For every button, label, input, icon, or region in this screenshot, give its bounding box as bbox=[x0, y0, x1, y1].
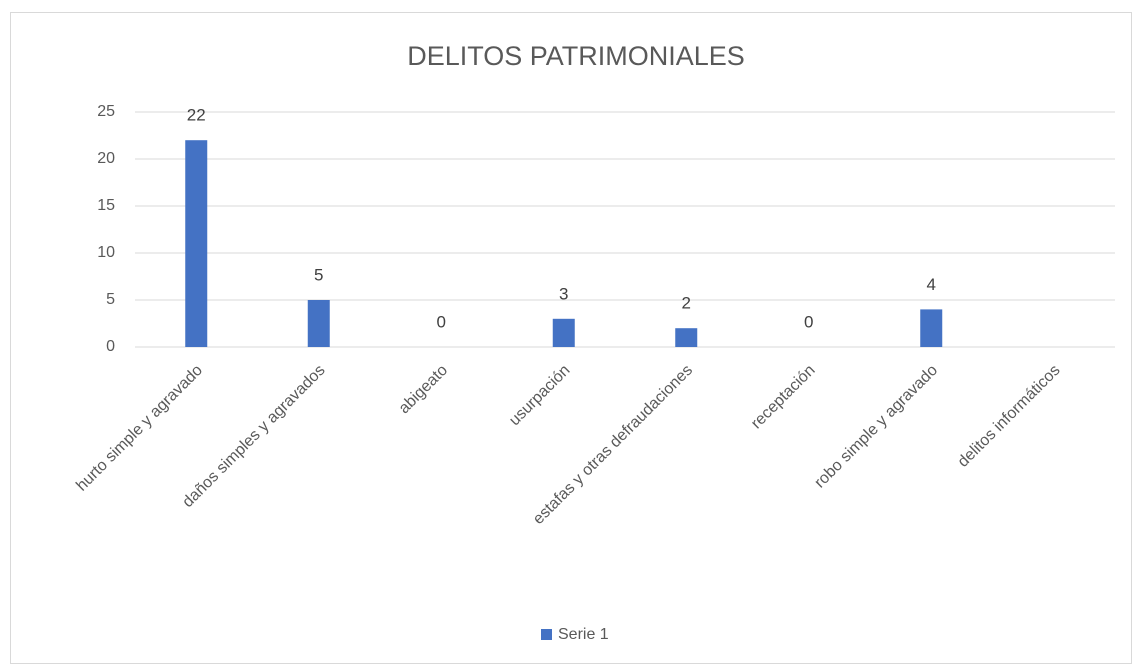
bar bbox=[552, 318, 575, 347]
data-label: 5 bbox=[314, 265, 323, 284]
data-label: 0 bbox=[437, 312, 446, 331]
y-tick-label: 5 bbox=[106, 291, 115, 308]
y-tick-label: 25 bbox=[97, 103, 115, 120]
legend-swatch bbox=[541, 629, 552, 640]
data-label: 22 bbox=[187, 106, 206, 125]
data-label: 4 bbox=[927, 275, 936, 294]
legend-label: Serie 1 bbox=[558, 626, 609, 643]
bar bbox=[675, 328, 698, 347]
bar bbox=[185, 140, 208, 347]
data-label: 2 bbox=[682, 294, 691, 313]
bar bbox=[920, 309, 943, 347]
y-tick-label: 20 bbox=[97, 150, 115, 167]
bar bbox=[307, 300, 330, 347]
y-tick-label: 15 bbox=[97, 197, 115, 214]
data-label: 0 bbox=[804, 312, 813, 331]
chart-title: DELITOS PATRIMONIALES bbox=[407, 41, 745, 71]
data-label: 3 bbox=[559, 284, 568, 303]
y-tick-label: 0 bbox=[106, 338, 115, 355]
y-tick-label: 10 bbox=[97, 244, 115, 261]
